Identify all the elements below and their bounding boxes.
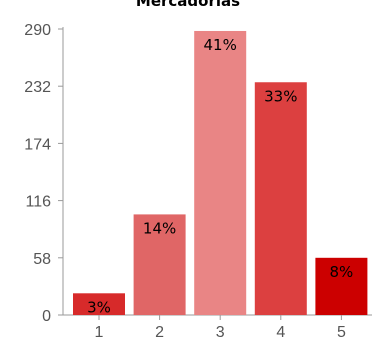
y-tick-label: 232	[24, 79, 51, 96]
y-tick-label: 58	[33, 251, 51, 268]
x-tick-label: 1	[95, 324, 104, 341]
bar	[315, 257, 368, 315]
y-tick-label: 116	[25, 194, 51, 211]
y-tick-label: 174	[24, 136, 51, 153]
data-label: 33%	[264, 87, 297, 105]
bar	[194, 30, 247, 316]
y-tick-label: 0	[42, 308, 51, 325]
bar	[133, 214, 186, 315]
data-labels: 3% 14% 41% 33% 8%	[87, 36, 353, 316]
axes: 0 58 116 174 232 290 1 2 3 4 5	[24, 22, 372, 341]
x-tick-label: 3	[216, 324, 225, 341]
data-label: 41%	[204, 36, 237, 54]
x-tick-label: 5	[337, 324, 346, 341]
bars	[73, 30, 368, 316]
bar	[254, 82, 307, 315]
bar	[73, 293, 125, 315]
chart-title: Mercadorias	[135, 0, 241, 10]
data-label: 14%	[143, 219, 176, 237]
x-tick-label: 2	[155, 324, 164, 341]
x-tick-label: 4	[276, 324, 285, 341]
data-label: 8%	[330, 263, 354, 281]
data-label: 3%	[87, 298, 111, 316]
y-tick-label: 290	[24, 22, 51, 39]
